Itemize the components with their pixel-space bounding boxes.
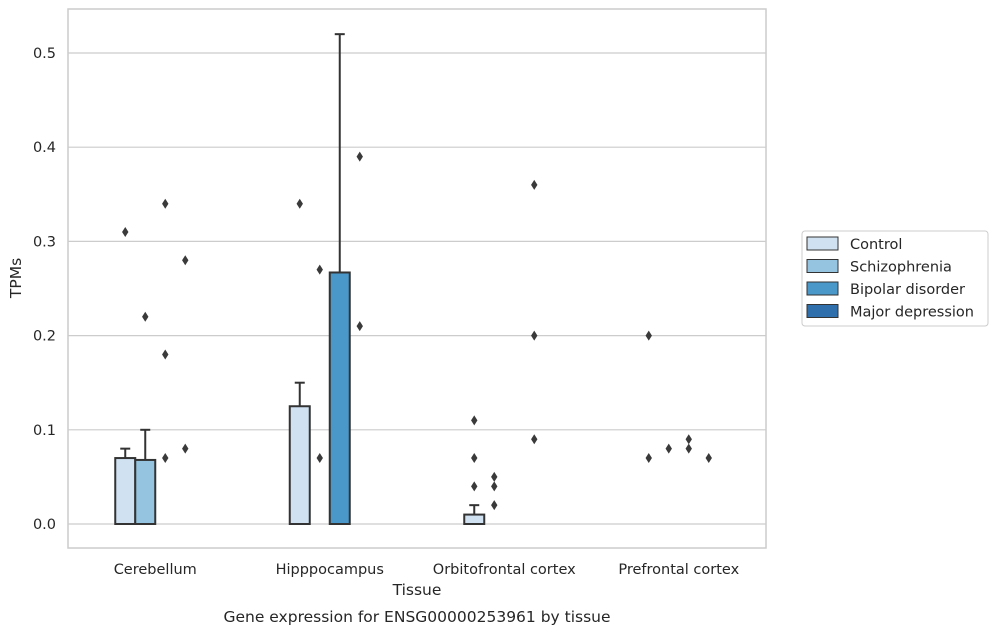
outlier-point bbox=[531, 434, 538, 445]
outlier-point bbox=[162, 349, 169, 360]
outlier-point bbox=[491, 500, 498, 511]
outlier-point bbox=[182, 255, 189, 266]
legend-swatch bbox=[806, 281, 839, 296]
outlier-point bbox=[685, 443, 692, 454]
outlier-point bbox=[531, 179, 538, 190]
y-tick-label: 0.0 bbox=[33, 517, 56, 533]
plot-frame bbox=[67, 8, 767, 549]
y-tick-label: 0.5 bbox=[33, 46, 56, 62]
outlier-point bbox=[122, 226, 129, 237]
outlier-point bbox=[296, 198, 303, 209]
legend: Control Schizophrenia Bipolar disorder Majo… bbox=[801, 230, 989, 327]
outlier-point bbox=[316, 264, 323, 275]
outlier-point bbox=[162, 198, 169, 209]
outlier-point bbox=[356, 321, 363, 332]
legend-label: Major depression bbox=[850, 305, 974, 321]
outlier-point bbox=[665, 443, 672, 454]
y-tick-label: 0.4 bbox=[33, 140, 56, 156]
outlier-point bbox=[491, 471, 498, 482]
y-axis-label: TPMs bbox=[7, 258, 25, 299]
outliers-layer bbox=[122, 151, 712, 511]
legend-frame bbox=[801, 230, 989, 327]
error-bars-layer bbox=[120, 33, 480, 515]
bar bbox=[463, 513, 486, 526]
x-tick-label: Prefrontal cortex bbox=[618, 562, 739, 578]
x-tick-label: Hipppocampus bbox=[276, 562, 384, 578]
x-axis-label: Tissue bbox=[392, 581, 442, 599]
outlier-point bbox=[531, 330, 538, 341]
outlier-point bbox=[685, 434, 692, 445]
legend-label: Schizophrenia bbox=[850, 260, 952, 276]
bar bbox=[288, 405, 311, 525]
outlier-point bbox=[705, 453, 712, 464]
outlier-point bbox=[162, 453, 169, 464]
outlier-point bbox=[142, 311, 149, 322]
legend-swatch bbox=[806, 236, 839, 251]
bar bbox=[114, 457, 137, 525]
x-tick-labels: Cerebellum Hipppocampus Orbitofrontal cort… bbox=[114, 562, 740, 578]
outlier-point bbox=[645, 453, 652, 464]
outlier-point bbox=[471, 453, 478, 464]
outlier-point bbox=[316, 453, 323, 464]
legend-items: Control Schizophrenia Bipolar disorder Majo… bbox=[806, 236, 974, 321]
outlier-point bbox=[471, 481, 478, 492]
x-tick-label: Orbitofrontal cortex bbox=[433, 562, 576, 578]
bar bbox=[134, 458, 157, 525]
y-tick-label: 0.3 bbox=[33, 234, 56, 250]
outlier-point bbox=[182, 443, 189, 454]
outlier-point bbox=[356, 151, 363, 162]
outlier-point bbox=[491, 481, 498, 492]
y-tick-label: 0.2 bbox=[33, 329, 56, 345]
legend-label: Control bbox=[850, 237, 902, 253]
legend-swatch bbox=[806, 304, 839, 318]
x-tick-label: Cerebellum bbox=[114, 562, 197, 578]
legend-label: Bipolar disorder bbox=[850, 282, 965, 298]
legend-swatch bbox=[806, 259, 839, 273]
outlier-point bbox=[471, 415, 478, 426]
y-tick-labels: 0.0 0.1 0.2 0.3 0.4 0.5 bbox=[33, 46, 56, 533]
y-tick-label: 0.1 bbox=[33, 423, 56, 439]
figure-caption: Gene expression for ENSG00000253961 by t… bbox=[223, 608, 610, 626]
outlier-point bbox=[645, 330, 652, 341]
bar bbox=[328, 271, 351, 525]
grid-lines bbox=[68, 52, 766, 525]
